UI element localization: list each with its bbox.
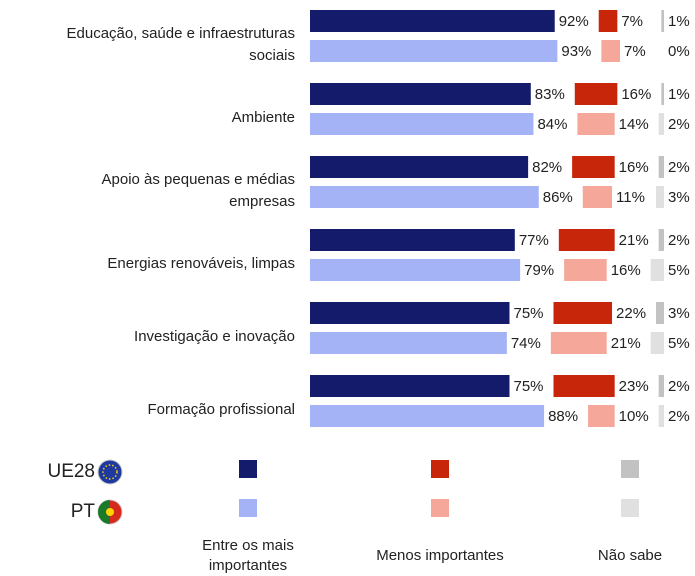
value-label: 83%: [535, 86, 565, 103]
bar: [310, 156, 529, 178]
bar: [658, 156, 664, 178]
bar: [310, 229, 515, 251]
value-label: 79%: [524, 262, 554, 279]
bar: [564, 259, 607, 281]
legend-label: Entre os mais importantes: [202, 537, 294, 574]
bar: [310, 10, 555, 32]
bar: [553, 302, 613, 324]
bar: [310, 40, 558, 62]
bar: [310, 186, 539, 208]
bar: [658, 375, 664, 397]
value-label: 75%: [514, 378, 544, 395]
category-label: Formação profissional: [147, 401, 295, 418]
legend-swatch: [239, 499, 257, 517]
value-label: 88%: [548, 408, 578, 425]
bar: [650, 332, 664, 354]
value-label: 22%: [616, 305, 646, 322]
legend-label: Não sabe: [598, 547, 662, 564]
value-label: 21%: [611, 335, 641, 352]
value-label: 3%: [668, 305, 690, 322]
value-label: 2%: [668, 116, 690, 133]
value-label: 86%: [543, 189, 573, 206]
category-label: Apoio às pequenas e médias empresas: [102, 171, 295, 210]
bar: [658, 229, 664, 251]
value-label: 2%: [668, 159, 690, 176]
value-label: 93%: [561, 43, 591, 60]
eu-flag: [97, 459, 123, 485]
value-label: 7%: [624, 43, 646, 60]
bar: [582, 186, 613, 208]
value-label: 2%: [668, 232, 690, 249]
bar: [558, 229, 615, 251]
bar: [310, 302, 510, 324]
value-label: 84%: [537, 116, 567, 133]
bar: [601, 40, 620, 62]
value-label: 77%: [519, 232, 549, 249]
bar: [574, 83, 618, 105]
legend-swatch: [431, 499, 449, 517]
bar: [577, 113, 615, 135]
value-label: 1%: [668, 13, 690, 30]
category-label: Investigação e inovação: [134, 328, 295, 345]
value-label: 3%: [668, 189, 690, 206]
bar: [650, 259, 664, 281]
legend-swatch: [431, 460, 449, 478]
value-label: 82%: [532, 159, 562, 176]
legend-group-label: UE28: [47, 461, 95, 482]
bar: [310, 83, 531, 105]
bar: [598, 10, 618, 32]
pt-flag: [97, 499, 123, 525]
legend-label: Menos importantes: [376, 547, 504, 564]
bar: [661, 10, 664, 32]
value-label: 5%: [668, 262, 690, 279]
bar: [656, 302, 664, 324]
bar: [658, 405, 664, 427]
category-label: Energias renováveis, limpas: [107, 255, 295, 272]
bar: [572, 156, 615, 178]
value-label: 21%: [619, 232, 649, 249]
bar: [310, 375, 510, 397]
bar: [656, 186, 664, 208]
bar: [553, 375, 615, 397]
bar: [310, 332, 507, 354]
value-label: 75%: [514, 305, 544, 322]
category-label: Educação, saúde e infraestruturas sociais: [67, 25, 295, 64]
bar: [310, 405, 545, 427]
value-label: 11%: [616, 189, 645, 206]
value-label: 16%: [619, 159, 649, 176]
value-label: 2%: [668, 378, 690, 395]
value-label: 23%: [619, 378, 649, 395]
value-label: 1%: [668, 86, 690, 103]
value-label: 14%: [619, 116, 649, 133]
bar: [310, 113, 534, 135]
legend-group-label: PT: [71, 501, 96, 522]
value-label: 10%: [619, 408, 649, 425]
value-label: 16%: [611, 262, 641, 279]
legend-swatch: [621, 499, 639, 517]
value-label: 16%: [621, 86, 651, 103]
value-label: 74%: [511, 335, 541, 352]
legend-swatch: [621, 460, 639, 478]
value-label: 92%: [559, 13, 589, 30]
value-label: 2%: [668, 408, 690, 425]
bar: [310, 259, 521, 281]
value-label: 5%: [668, 335, 690, 352]
bar: [661, 83, 664, 105]
category-label: Ambiente: [232, 109, 295, 126]
legend-swatch: [239, 460, 257, 478]
bar: [550, 332, 607, 354]
bar: [658, 113, 664, 135]
value-label: 0%: [668, 43, 690, 60]
value-label: 7%: [621, 13, 643, 30]
bar: [588, 405, 615, 427]
